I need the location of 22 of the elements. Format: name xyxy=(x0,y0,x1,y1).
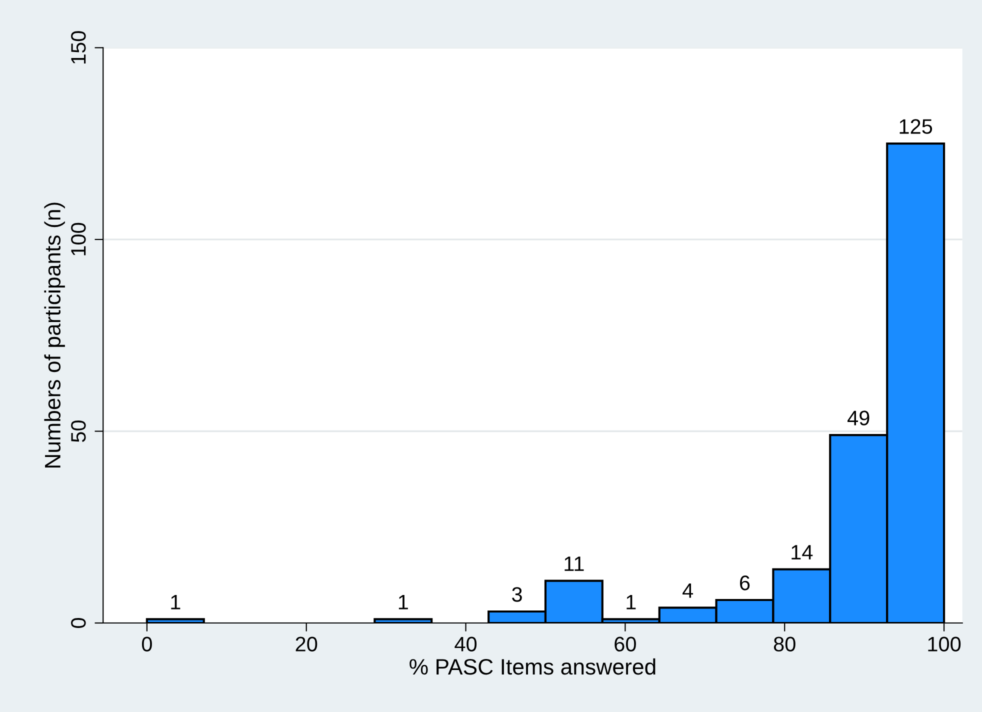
x-axis-title: % PASC Items answered xyxy=(410,658,656,675)
x-tick-label: 40 xyxy=(454,636,477,652)
x-tick-label: 20 xyxy=(296,636,318,652)
data-label: 11 xyxy=(564,556,584,571)
x-tick-label: 0 xyxy=(142,636,152,652)
data-label: 1 xyxy=(398,594,408,610)
data-label: 125 xyxy=(900,119,932,134)
data-label: 1 xyxy=(626,594,636,610)
y-tick-label: 0 xyxy=(71,618,86,628)
data-label: 6 xyxy=(740,576,750,590)
y-axis-title: Numbers of participants (n) xyxy=(44,202,65,468)
y-tick-label: 100 xyxy=(71,222,86,256)
data-label: 14 xyxy=(792,545,813,560)
x-tick-label: 60 xyxy=(614,636,636,652)
data-label: 3 xyxy=(512,587,522,602)
x-tick-label: 80 xyxy=(774,636,796,652)
data-label: 4 xyxy=(682,583,694,598)
data-label: 49 xyxy=(848,410,870,426)
y-tick-label: 150 xyxy=(71,31,86,64)
y-tick-label: 50 xyxy=(71,420,86,442)
x-tick-label: 100 xyxy=(928,636,961,652)
data-label: 1 xyxy=(171,594,180,610)
